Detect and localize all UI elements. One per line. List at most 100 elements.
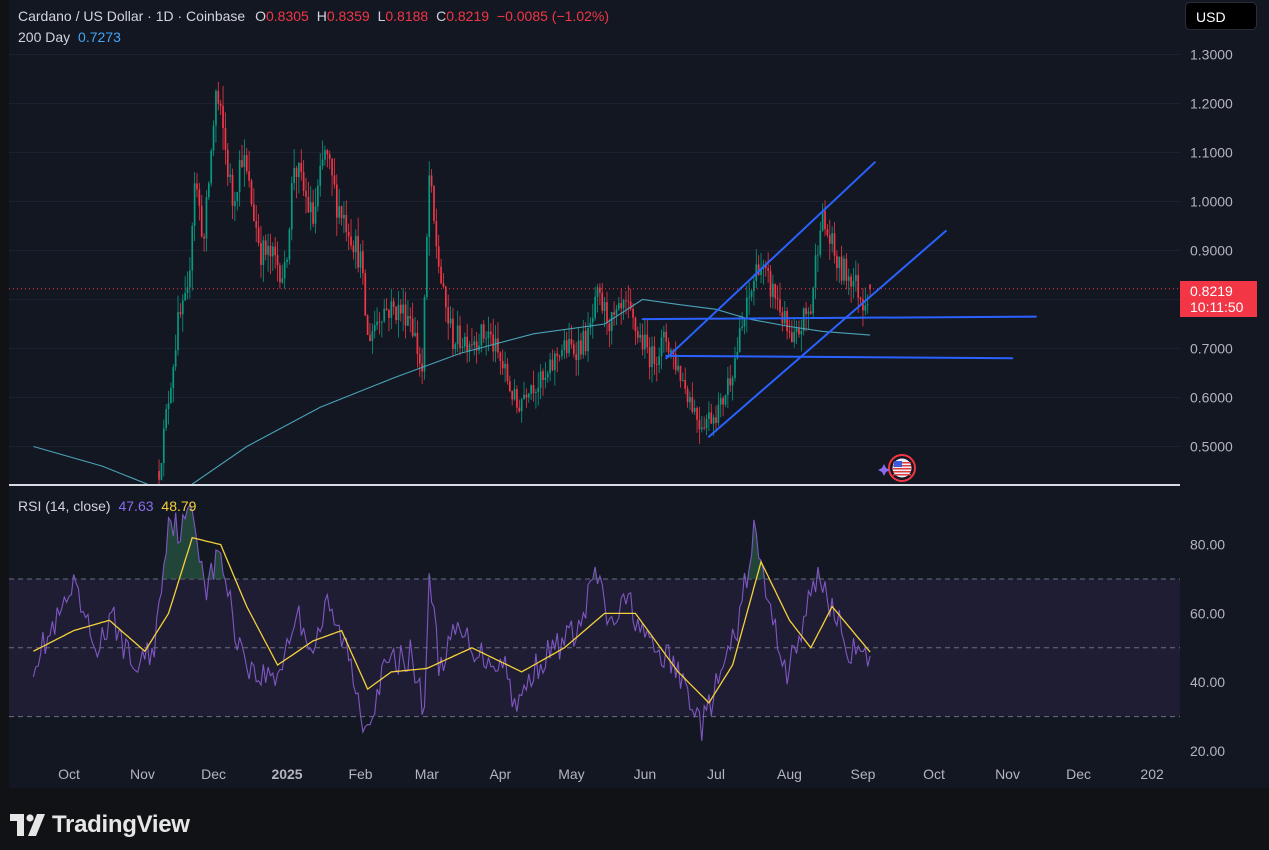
candle-body — [179, 312, 182, 315]
rsi-overbought-fill — [33, 505, 871, 579]
candle-body — [487, 331, 490, 339]
candle-body — [563, 340, 566, 350]
price-tick-label: 1.3000 — [1190, 47, 1233, 63]
price-axis[interactable]: 1.30001.20001.10001.00000.90000.80000.70… — [1180, 0, 1269, 788]
candle-body — [769, 270, 772, 297]
ma200-line — [33, 298, 871, 497]
candle-body — [196, 183, 198, 190]
candle-body — [231, 174, 234, 206]
candle-body — [736, 351, 739, 359]
candle-body — [845, 258, 848, 281]
price-panel[interactable] — [9, 0, 1180, 497]
candle-body — [589, 322, 592, 328]
candle-body — [715, 417, 717, 423]
candle-body — [594, 296, 596, 318]
candle-body — [428, 175, 431, 238]
candle-body — [253, 204, 255, 221]
candle-body — [700, 427, 703, 430]
candle-body — [617, 303, 620, 310]
rsi-chart[interactable] — [9, 486, 1180, 760]
candle-body — [866, 304, 869, 306]
candle-body — [184, 292, 186, 301]
candle-body — [471, 344, 473, 346]
candle-body — [511, 390, 514, 400]
candle-body — [269, 245, 272, 257]
candle-body — [504, 363, 506, 369]
candle-body — [305, 191, 307, 197]
candle-body — [798, 327, 800, 335]
candle-body — [262, 240, 265, 265]
rsi-panel[interactable] — [9, 486, 1180, 760]
time-axis[interactable]: Oct Nov Dec 2025 Feb Mar Apr May Jun Jul Aug Sep Oct… — [9, 760, 1180, 788]
candle-body — [248, 171, 250, 181]
trendline-3[interactable] — [641, 315, 1037, 321]
candle-body — [437, 246, 440, 267]
candle-body — [186, 287, 189, 293]
candle-body — [286, 259, 288, 263]
candle-body — [809, 311, 812, 314]
price-chart[interactable] — [9, 0, 1180, 497]
candle-body — [610, 312, 613, 332]
candle-body — [298, 162, 300, 178]
trendline-4[interactable] — [665, 354, 1014, 360]
candle-body — [814, 255, 817, 288]
candle-body — [338, 206, 341, 218]
candle-body — [833, 233, 836, 256]
candle-body — [622, 300, 625, 309]
candle-body — [838, 256, 841, 269]
candle-body — [317, 185, 319, 207]
candle-body — [568, 339, 570, 354]
candle-body — [362, 251, 364, 274]
candle-body — [670, 349, 672, 353]
candle-body — [452, 318, 454, 350]
candle-body — [817, 254, 819, 256]
pane-separator[interactable] — [9, 484, 1180, 486]
candle-body — [696, 408, 698, 420]
candle-body — [854, 274, 857, 282]
candle-body — [255, 220, 258, 228]
candle-body — [333, 175, 336, 185]
candle-body — [181, 300, 184, 315]
candle-body — [198, 189, 201, 206]
candle-body — [494, 338, 497, 352]
trendline-1[interactable] — [665, 161, 876, 360]
candle-body — [644, 334, 646, 350]
price-tick-label: 1.2000 — [1190, 96, 1233, 112]
candle-body — [473, 341, 476, 346]
candle-body — [660, 337, 663, 357]
candle-body — [558, 356, 561, 357]
current-price-label: 0.8219 10:11:50 — [1180, 281, 1257, 317]
candle-body — [343, 214, 345, 219]
candle-body — [684, 380, 687, 389]
candle-body — [388, 310, 390, 318]
candle-body — [677, 365, 679, 371]
candle-body — [238, 160, 241, 193]
candle-body — [629, 301, 632, 309]
us-flag-event-icon[interactable] — [878, 454, 916, 482]
candle-body — [767, 268, 769, 271]
candle-body — [426, 237, 428, 298]
brand-logo[interactable]: TradingView — [10, 810, 190, 840]
candle-body — [167, 403, 170, 410]
candle-body — [404, 304, 407, 326]
high-label: H — [316, 8, 327, 24]
candle-body — [480, 324, 483, 346]
symbol-legend[interactable]: Cardano / US Dollar · 1D · Coinbase O0.8… — [18, 8, 609, 24]
ma-legend[interactable]: 200 Day 0.7273 — [18, 29, 121, 45]
price-tick-label: 1.1000 — [1190, 145, 1233, 161]
rsi-legend[interactable]: RSI (14, close) 47.63 48.79 — [18, 498, 196, 514]
trendline-2[interactable] — [707, 229, 947, 438]
candle-body — [224, 128, 227, 150]
candle-body — [710, 412, 713, 424]
time-tick-label: Dec — [201, 766, 226, 782]
candle-body — [741, 326, 743, 329]
candle-body — [613, 312, 615, 315]
candle-body — [705, 418, 708, 429]
rsi-tick-label: 60.00 — [1190, 605, 1225, 621]
currency-button[interactable]: USD — [1185, 2, 1257, 30]
candle-body — [307, 196, 310, 213]
candle-body — [693, 408, 696, 412]
candle-body — [435, 221, 438, 247]
time-tick-label: Oct — [58, 766, 80, 782]
